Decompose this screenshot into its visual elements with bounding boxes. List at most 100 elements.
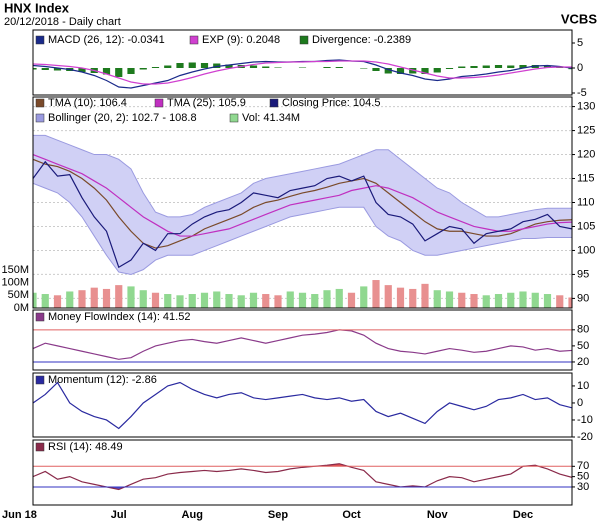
y-tick-label: 20 bbox=[577, 356, 589, 368]
y-tick-label: 90 bbox=[577, 292, 589, 304]
bar bbox=[164, 294, 172, 308]
bar bbox=[396, 68, 405, 74]
y-tick-label: 105 bbox=[577, 220, 595, 232]
legend-label: Bollinger (20, 2): 102.7 - 108.8 bbox=[48, 112, 197, 124]
bar bbox=[237, 295, 245, 308]
bar bbox=[151, 292, 160, 308]
legend-swatch bbox=[269, 98, 279, 108]
line bbox=[33, 158, 572, 249]
bar bbox=[200, 292, 209, 308]
bar bbox=[249, 292, 258, 308]
panel-border bbox=[32, 372, 573, 438]
legend-label: Closing Price: 104.5 bbox=[282, 97, 380, 109]
bar bbox=[139, 290, 147, 308]
y-tick-label: 100 bbox=[577, 244, 595, 256]
bar bbox=[360, 68, 368, 69]
bar bbox=[274, 67, 282, 68]
bar bbox=[482, 295, 490, 308]
y-tick-label: 95 bbox=[577, 268, 589, 280]
bar bbox=[384, 285, 392, 308]
bar bbox=[78, 290, 86, 308]
panel-border bbox=[32, 96, 573, 309]
bar bbox=[102, 68, 111, 75]
band-lower bbox=[33, 182, 572, 275]
y-tick-label: 30 bbox=[577, 481, 589, 493]
bar bbox=[225, 294, 233, 308]
y-tick-label: -20 bbox=[577, 431, 593, 443]
bar bbox=[568, 68, 572, 70]
chart-title: HNX Index bbox=[4, 0, 70, 15]
bar bbox=[262, 294, 270, 308]
plot bbox=[33, 106, 572, 308]
y-tick-label: 115 bbox=[577, 172, 595, 184]
bar bbox=[335, 288, 343, 308]
line bbox=[33, 160, 572, 269]
bar bbox=[470, 66, 478, 68]
bar bbox=[433, 290, 441, 308]
y-tick-label: 50 bbox=[577, 471, 589, 483]
y2-tick-label: 100M bbox=[1, 276, 29, 288]
legend-label: RSI (14): 48.49 bbox=[48, 441, 123, 453]
bar bbox=[384, 68, 392, 74]
line bbox=[33, 463, 572, 491]
panel-border bbox=[32, 309, 573, 371]
y-tick-label: -5 bbox=[577, 87, 587, 99]
bar bbox=[433, 68, 441, 73]
bar bbox=[335, 67, 343, 68]
legend-swatch bbox=[229, 113, 239, 123]
legend-swatch bbox=[35, 312, 45, 322]
bar bbox=[323, 290, 331, 308]
bar bbox=[200, 63, 209, 68]
bar bbox=[213, 63, 221, 68]
bar bbox=[494, 65, 503, 68]
bar bbox=[41, 68, 49, 70]
subtitle: 20/12/2018 - Daily chart bbox=[4, 16, 121, 28]
y-tick-label: 125 bbox=[577, 124, 595, 136]
plot bbox=[33, 463, 572, 491]
bar bbox=[372, 68, 380, 71]
brand: VCBS bbox=[561, 11, 597, 26]
bar bbox=[556, 295, 564, 308]
bar bbox=[445, 291, 454, 308]
bar bbox=[139, 68, 147, 70]
bar bbox=[151, 67, 160, 68]
panel bbox=[33, 373, 572, 437]
legend-label: TMA (25): 105.9 bbox=[167, 97, 246, 109]
bar bbox=[213, 291, 221, 308]
bar bbox=[298, 67, 307, 68]
bar bbox=[90, 287, 98, 308]
legend-label: MACD (26, 12): -0.0341 bbox=[48, 34, 165, 46]
y-tick-label: 5 bbox=[577, 37, 583, 49]
bar bbox=[188, 294, 196, 308]
bar bbox=[78, 68, 86, 72]
bar bbox=[102, 288, 111, 308]
y-tick-label: 80 bbox=[577, 324, 589, 336]
x-tick-label: Nov bbox=[427, 509, 449, 521]
bar bbox=[127, 68, 135, 74]
panel bbox=[33, 310, 572, 370]
legend-swatch bbox=[35, 442, 45, 452]
x-tick-label: Oct bbox=[342, 509, 361, 521]
y-tick-label: 0 bbox=[577, 62, 583, 74]
legend-label: Momentum (12): -2.86 bbox=[48, 374, 157, 386]
legend-label: Vol: 41.34M bbox=[242, 112, 300, 124]
panel-border bbox=[32, 29, 573, 96]
y-tick-label: 110 bbox=[577, 196, 595, 208]
bar bbox=[360, 286, 368, 308]
bar bbox=[298, 292, 307, 308]
plot bbox=[33, 329, 572, 360]
bar bbox=[372, 280, 380, 308]
legend-label: EXP (9): 0.2048 bbox=[202, 34, 280, 46]
bar bbox=[347, 292, 356, 308]
bar bbox=[41, 294, 49, 308]
bar bbox=[66, 291, 74, 308]
legend-swatch bbox=[35, 98, 45, 108]
bar bbox=[164, 65, 172, 68]
x-tick-label: Aug bbox=[182, 509, 203, 521]
bar bbox=[507, 292, 515, 308]
x-tick-label: Jun 18 bbox=[2, 509, 37, 521]
bar bbox=[445, 68, 454, 69]
line bbox=[33, 329, 572, 360]
bar bbox=[323, 67, 331, 68]
